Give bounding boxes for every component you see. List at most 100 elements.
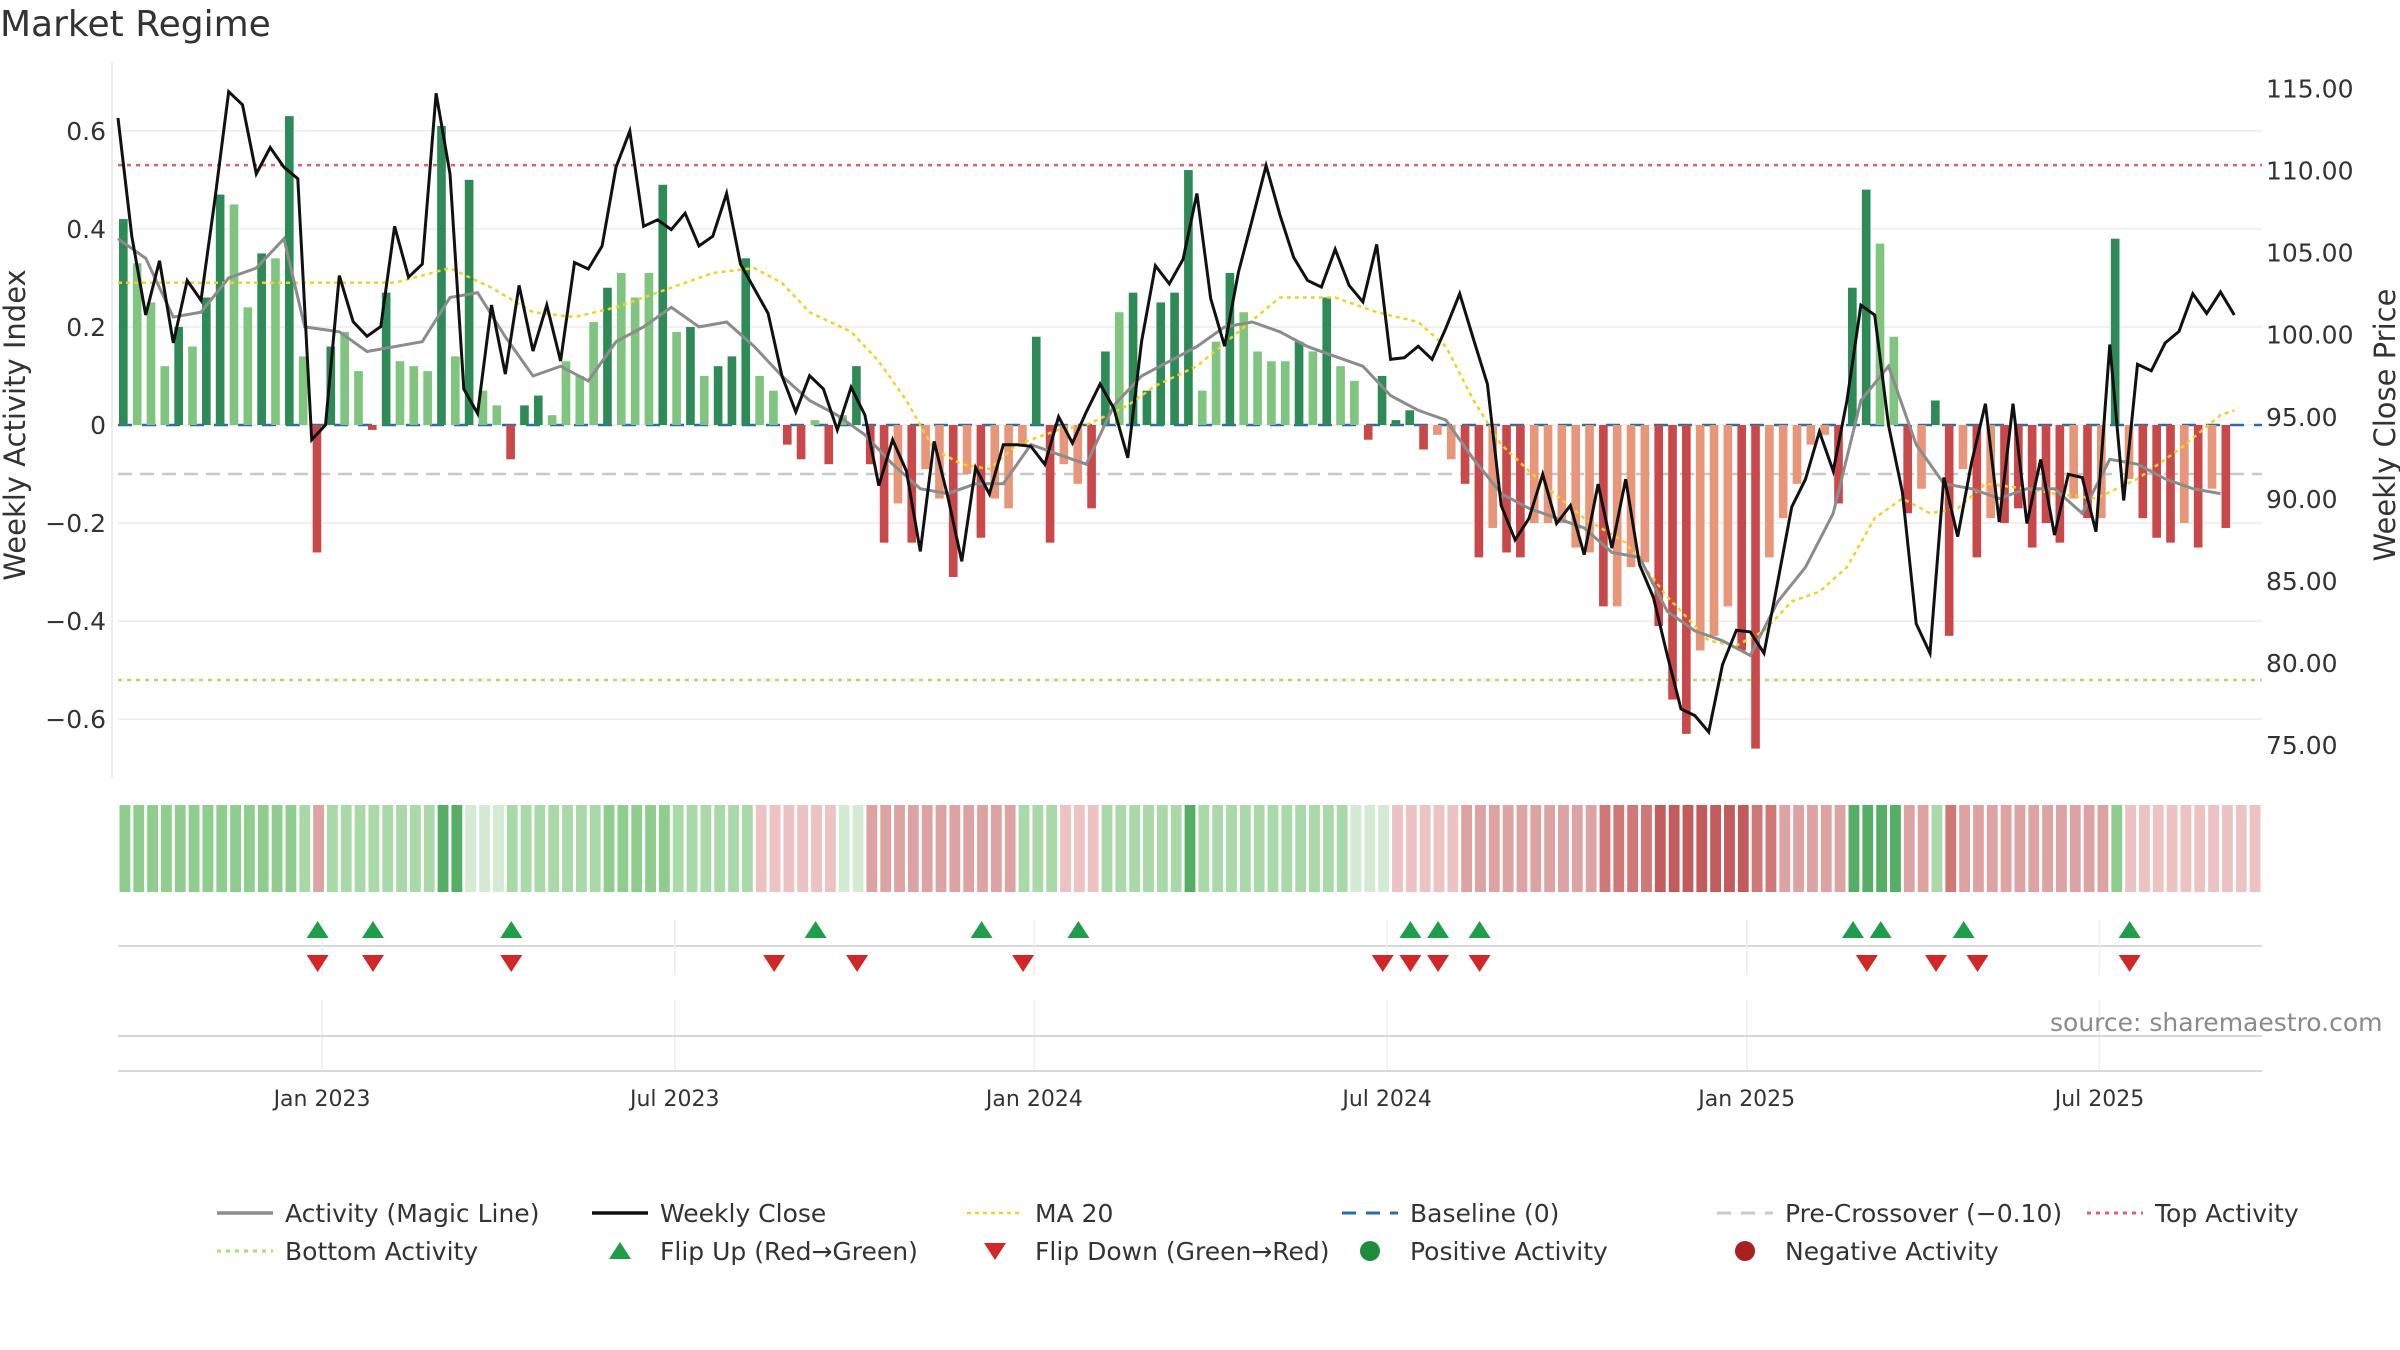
activity-bar [437,125,446,426]
activity-bar [2041,425,2051,524]
regime-cell [1903,805,1915,892]
regime-cell [2208,805,2220,892]
y-axis-left: 0.6 0.4 0.2 0 −0.2 −0.4 −0.6 Weekly Activity In… [0,117,106,734]
flip-markers-panel [118,920,2262,975]
activity-bar [423,371,432,425]
activity-bar [533,395,543,425]
regime-cell [437,805,449,892]
regime-cell [2069,805,2081,892]
y-tick-label: −0.2 [45,509,106,538]
regime-cell [1364,805,1376,892]
legend-item-ma20: MA 20 [965,1196,1113,1230]
activity-bar [1834,425,1843,504]
y-tick-label: −0.6 [45,705,106,734]
regime-cell [1226,805,1237,892]
regime-cell [506,805,518,892]
activity-bar [2055,425,2065,543]
regime-cell [160,805,172,892]
activity-bar [1336,366,1345,425]
regime-cell [1820,805,1832,892]
regime-cell [174,805,186,892]
regime-cell [243,805,255,892]
regime-cell [755,805,767,892]
regime-cell [2139,805,2150,892]
regime-cell [1433,805,1445,892]
regime-cell [631,805,643,892]
regime-cell [409,805,421,892]
activity-bar [215,194,225,425]
flip-up-marker [1399,921,1422,938]
activity-bar [990,425,1000,499]
y-tick-label: 0.6 [66,117,106,146]
legend-label-bottom: Bottom Activity [285,1236,479,1266]
activity-bar [769,390,778,425]
regime-cell [1751,805,1763,892]
x-axis: Jan 2023 Jul 2023 Jan 2024 Jul 2024 Jan 2025… [118,1000,2262,1112]
y-tick-label: 0.4 [66,215,106,244]
activity-bar [229,204,239,425]
y-tick-label: 0 [90,411,106,440]
regime-cell [492,805,504,892]
activity-bar [796,425,806,460]
flip-down-marker [306,955,329,972]
regime-cell [963,805,975,892]
activity-bar [1377,375,1387,425]
regime-cell [1336,805,1348,892]
activity-bar [2207,425,2217,489]
activity-bar [1460,425,1470,484]
activity-bar [1944,425,1954,636]
magic-line [117,235,2221,658]
activity-bar [2027,425,2037,548]
activity-bar [243,307,253,425]
regime-cell [714,805,726,892]
activity-bar [2083,425,2092,519]
regime-cell [1488,805,1500,892]
y-tick-label: −0.4 [45,607,106,636]
regime-cell [2125,805,2137,892]
legend-item-neg: Negative Activity [1715,1234,1999,1268]
activity-bar [686,326,695,425]
regime-cell [1959,805,1971,892]
activity-bar [1087,425,1096,509]
flip-up-marker [804,921,827,938]
regime-cell [783,805,795,892]
y2-tick-label: 95.00 [2266,403,2338,432]
legend-label-top: Top Activity [2155,1198,2299,1228]
activity-bar [1668,425,1677,700]
regime-cell [1973,805,1984,892]
legend-item-flipup: Flip Up (Red→Green) [590,1234,918,1268]
activity-bar [644,273,654,425]
regime-cell [1156,805,1168,892]
regime-cell [977,805,988,892]
activity-bar [1350,380,1359,425]
activity-bar [962,425,972,475]
regime-cell [1143,805,1154,892]
legend-item-flipdown: Flip Down (Green→Red) [965,1234,1330,1268]
regime-cell [1544,805,1556,892]
regime-cell [2166,805,2178,892]
legend-label-pre: Pre-Crossover (−0.10) [1785,1198,2063,1228]
activity-bar [450,356,460,425]
activity-bar [381,292,391,425]
regime-cell [1654,805,1666,892]
legend-label-flipdown: Flip Down (Green→Red) [1035,1236,1330,1266]
regime-cell [1309,805,1320,892]
activity-bar [1502,425,1511,553]
regime-cell [1848,805,1860,892]
regime-cell [2111,805,2123,892]
activity-bar [810,420,820,425]
y2-axis-title: Weekly Close Price [2368,289,2400,562]
activity-bar [741,258,751,425]
legend-item-bottom: Bottom Activity [215,1234,478,1268]
legend-item-close: Weekly Close [590,1196,826,1230]
flip-down-marker [1427,955,1450,972]
regime-cell [147,805,158,892]
activity-bar [119,219,128,425]
activity-bar [1308,351,1318,425]
activity-bar [1737,425,1747,651]
regime-cell [1682,805,1694,892]
regime-cell [1779,805,1791,892]
regime-cell [894,805,905,892]
regime-cell [479,805,490,892]
